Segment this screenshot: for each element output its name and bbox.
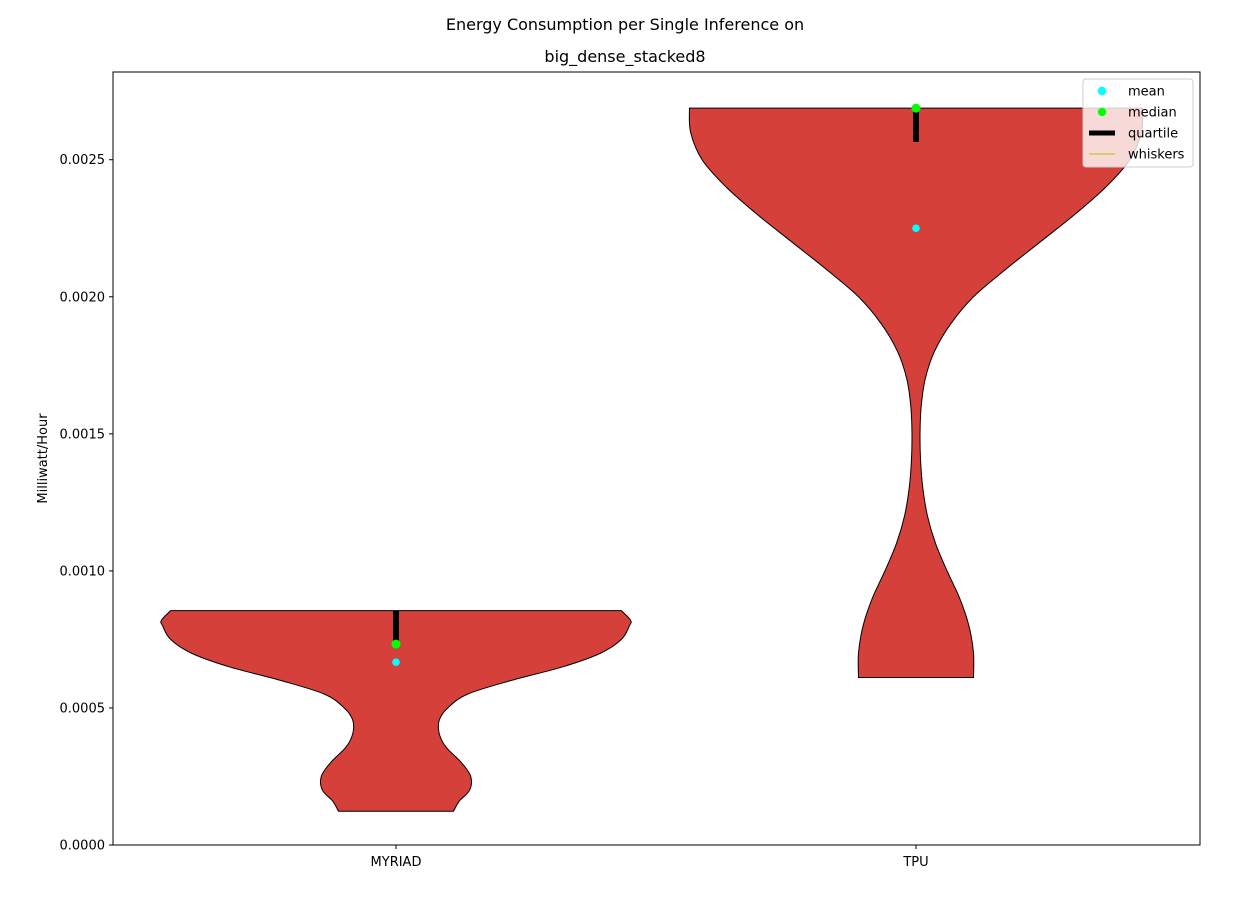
legend-mean-swatch	[1097, 86, 1107, 96]
legend-median-label: median	[1128, 106, 1177, 121]
y-tick-label: 0.0015	[60, 427, 106, 442]
x-axis: MYRIAD TPU	[371, 845, 929, 870]
y-axis-label: Milliwatt/Hour	[36, 413, 51, 504]
chart-title-line-1: Energy Consumption per Single Inference …	[445, 15, 805, 34]
y-tick-label: 0.0000	[60, 839, 106, 854]
violin-tpu	[688, 107, 1144, 679]
median-marker-myriad	[391, 639, 401, 649]
x-tick-label-tpu: TPU	[902, 855, 928, 870]
legend: mean median quartile whiskers	[1082, 78, 1194, 168]
chart-title-line-2: big_dense_stacked8	[544, 47, 706, 66]
violin-myriad	[160, 610, 632, 812]
y-axis: 0.0000 0.0005 0.0010 0.0015 0.0020 0.0025	[60, 153, 113, 854]
legend-whiskers-label: whiskers	[1128, 148, 1185, 163]
y-tick-label: 0.0025	[60, 153, 106, 168]
legend-quartile-label: quartile	[1128, 127, 1178, 142]
violins-layer	[160, 107, 1144, 812]
legend-box	[1082, 78, 1194, 168]
mean-marker-myriad	[392, 658, 400, 666]
mean-marker-tpu	[912, 224, 920, 233]
markers-layer	[391, 103, 921, 666]
y-tick-label: 0.0020	[60, 290, 106, 305]
plot-area-frame	[112, 71, 1201, 846]
y-tick-label: 0.0005	[60, 701, 106, 716]
legend-median-swatch	[1097, 107, 1107, 117]
legend-mean-label: mean	[1128, 85, 1165, 100]
x-tick-label-myriad: MYRIAD	[371, 855, 422, 870]
median-marker-tpu	[911, 103, 921, 113]
y-tick-label: 0.0010	[60, 564, 106, 579]
